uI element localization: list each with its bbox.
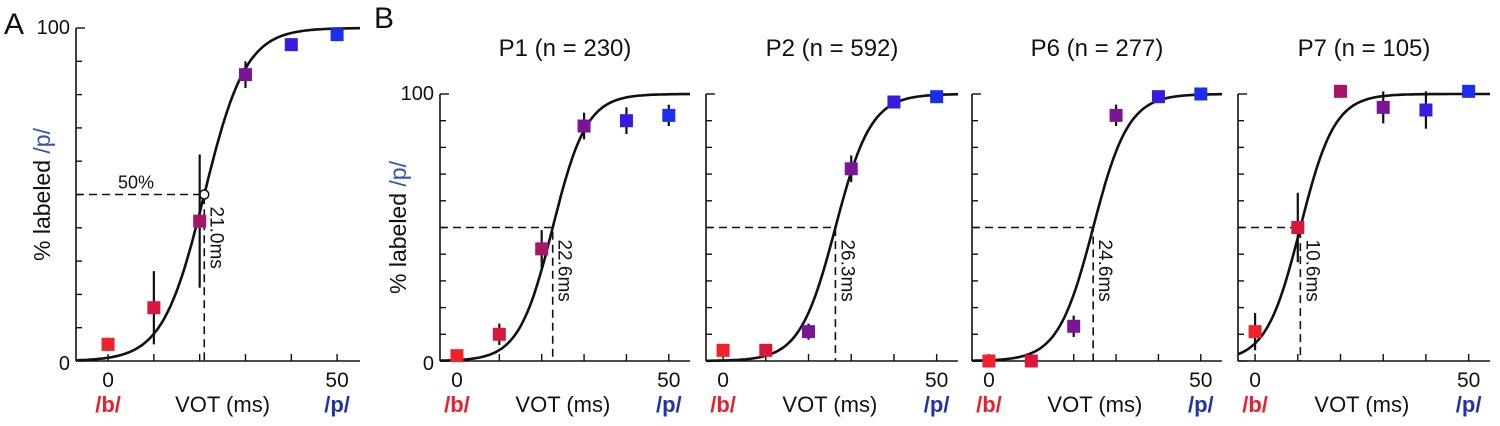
data-point <box>147 301 161 315</box>
p-category-label: /p/ <box>1456 392 1482 417</box>
data-point <box>716 343 730 357</box>
x-tick-label-50: 50 <box>325 369 348 392</box>
x-tick-label-50: 50 <box>925 369 948 392</box>
x-tick-label-0: 0 <box>717 369 729 392</box>
data-point <box>330 28 344 42</box>
x-tick-label-0: 0 <box>451 369 463 392</box>
b-category-label: /b/ <box>95 392 121 417</box>
boundary-guide <box>706 226 837 361</box>
data-point <box>662 108 676 122</box>
data-point <box>577 119 591 133</box>
boundary-value-label: 24.6ms <box>1094 240 1115 302</box>
boundary-value-label: 21.0ms <box>205 207 226 269</box>
y-tick-label-100: 100 <box>37 17 70 39</box>
data-point <box>982 354 996 368</box>
b-category-label: /b/ <box>976 392 1002 417</box>
data-point <box>1248 325 1262 339</box>
y-axis-label-text: % labeled <box>29 154 55 261</box>
fifty-percent-label: 50% <box>118 173 154 193</box>
data-point <box>1109 108 1123 122</box>
data-point <box>238 68 252 82</box>
x-tick-label-50: 50 <box>1457 369 1480 392</box>
x-tick-label-0: 0 <box>1249 369 1261 392</box>
p-category-label: /p/ <box>924 392 950 417</box>
p-category-label: /p/ <box>324 392 350 417</box>
b-category-label: /b/ <box>1242 392 1268 417</box>
panel-title: P2 (n = 592) <box>766 35 899 62</box>
sigmoid-fit-curve <box>439 92 690 362</box>
x-axis-label: VOT (ms) <box>515 392 610 417</box>
data-point <box>284 38 298 52</box>
x-axis-label: VOT (ms) <box>1047 392 1142 417</box>
panel-p7: 0 50 VOT (ms) /b/ /p/P7 (n = 105) 10.6ms <box>1237 35 1490 417</box>
data-point <box>1462 84 1476 98</box>
x-tick-label-0: 0 <box>983 369 995 392</box>
boundary-guide <box>440 226 554 361</box>
data-point <box>193 214 207 228</box>
data-point <box>1334 84 1348 98</box>
data-point <box>1024 354 1038 368</box>
panel-p2: 0 50 VOT (ms) /b/ /p/P2 (n = 592) 26.3ms <box>705 35 958 417</box>
boundary-guide <box>1238 226 1302 361</box>
data-point <box>1151 90 1165 104</box>
sigmoid-fit-curve <box>1237 92 1490 356</box>
data-point <box>1419 103 1433 117</box>
y-axis-label-p: /p/ <box>385 160 411 186</box>
data-point <box>930 90 944 104</box>
y-tick-label-100: 100 <box>401 83 434 105</box>
b-category-label: /b/ <box>444 392 470 417</box>
data-point <box>1194 87 1208 101</box>
y-axis-label: % labeled /p/ <box>29 127 55 261</box>
data-point <box>1067 319 1081 333</box>
p-category-label: /p/ <box>656 392 682 417</box>
data-point <box>802 325 816 339</box>
data-point <box>101 337 115 351</box>
x-tick-label-50: 50 <box>657 369 680 392</box>
data-point <box>1376 100 1390 114</box>
p-category-label: /p/ <box>1188 392 1214 417</box>
x-axis-label: VOT (ms) <box>782 392 877 417</box>
data-point <box>844 162 858 176</box>
x-tick-label-50: 50 <box>1189 369 1212 392</box>
panel-label-a: A <box>4 8 24 41</box>
x-axis-label: VOT (ms) <box>1314 392 1409 417</box>
panel-title: P1 (n = 230) <box>499 35 632 62</box>
x-tick-label-0: 0 <box>102 369 114 392</box>
boundary-value-label: 22.6ms <box>554 240 575 302</box>
panel-title: P6 (n = 277) <box>1031 35 1164 62</box>
sigmoid-fit-curve <box>75 26 360 362</box>
sigmoid-fit-curve <box>972 92 1222 362</box>
boundary-guide <box>76 193 206 361</box>
y-tick-label-0: 0 <box>423 353 434 375</box>
y-tick-label-0: 0 <box>59 353 70 375</box>
data-point <box>887 95 901 109</box>
x-axis-label: VOT (ms) <box>175 392 270 417</box>
fifty-percent-marker <box>199 189 210 200</box>
boundary-value-label: 26.3ms <box>836 240 857 302</box>
data-point <box>1291 221 1305 234</box>
y-axis-label-p: /p/ <box>29 127 55 153</box>
panel-p6: 0 50 VOT (ms) /b/ /p/P6 (n = 277) 24.6ms <box>971 35 1222 417</box>
data-point <box>450 349 464 363</box>
panel-label-b: B <box>374 2 394 35</box>
data-point <box>492 327 506 341</box>
sigmoid-fit-curve <box>706 93 958 363</box>
y-axis-label: % labeled /p/ <box>385 160 411 294</box>
data-point <box>619 114 633 128</box>
data-point <box>535 242 549 256</box>
data-point <box>759 343 773 357</box>
y-axis-label-text: % labeled <box>385 187 411 294</box>
boundary-value-label: 10.6ms <box>1301 240 1322 302</box>
panel-title: P7 (n = 105) <box>1298 35 1431 62</box>
b-category-label: /b/ <box>710 392 736 417</box>
